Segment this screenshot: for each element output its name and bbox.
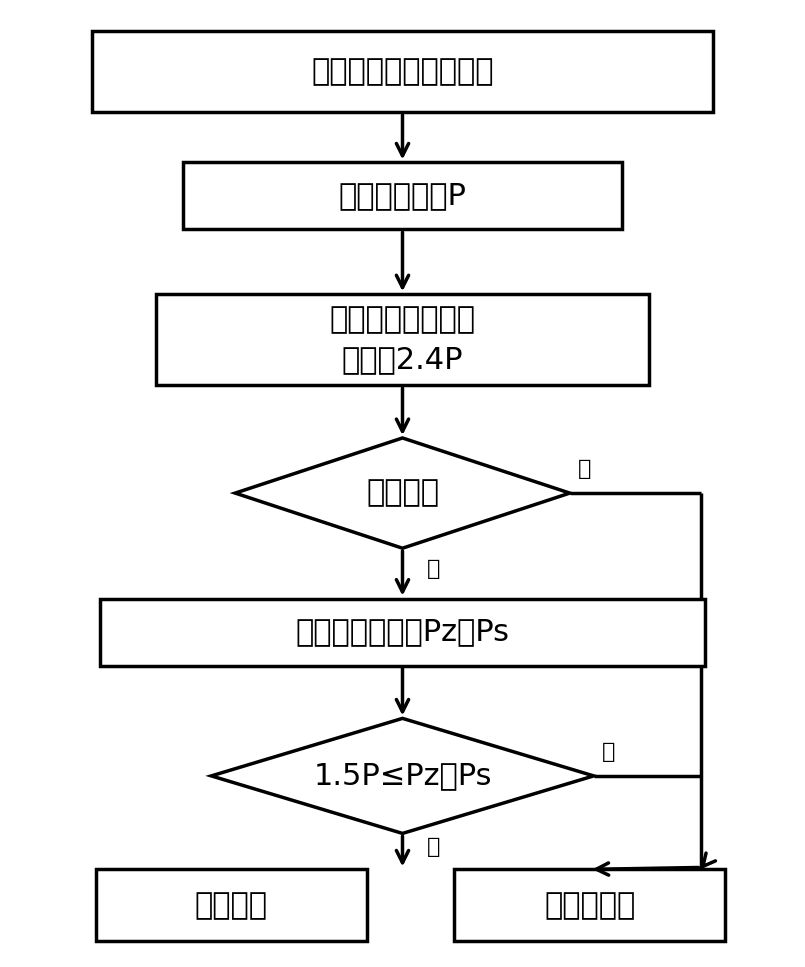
Text: 计算收敛: 计算收敛 — [366, 479, 439, 508]
Text: 确定准极限载荷Pz或Ps: 确定准极限载荷Pz或Ps — [295, 618, 510, 647]
FancyBboxPatch shape — [96, 869, 366, 941]
FancyBboxPatch shape — [100, 599, 705, 665]
Text: 1.5P≤Pz或Ps: 1.5P≤Pz或Ps — [313, 761, 492, 790]
Polygon shape — [235, 438, 570, 548]
FancyBboxPatch shape — [184, 162, 621, 229]
Text: 弹塑性有限元分析
加载到2.4P: 弹塑性有限元分析 加载到2.4P — [329, 305, 476, 374]
Text: 设计合格: 设计合格 — [195, 891, 268, 920]
Text: 设计不合格: 设计不合格 — [544, 891, 635, 920]
Text: 否: 否 — [601, 742, 615, 762]
FancyBboxPatch shape — [454, 869, 725, 941]
Text: 确定设计载荷P: 确定设计载荷P — [339, 182, 466, 211]
Text: 否: 否 — [578, 458, 591, 479]
FancyBboxPatch shape — [155, 294, 650, 385]
Text: 用二元准则做评定分析: 用二元准则做评定分析 — [312, 57, 493, 86]
Polygon shape — [211, 718, 594, 834]
Text: 是: 是 — [427, 559, 440, 578]
FancyBboxPatch shape — [92, 31, 713, 112]
Text: 是: 是 — [427, 836, 440, 857]
